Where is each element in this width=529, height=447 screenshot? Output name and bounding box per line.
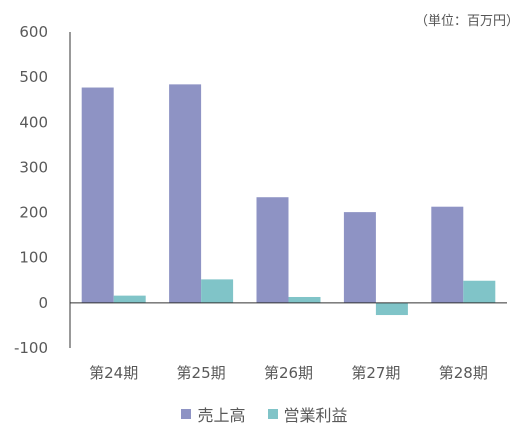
bar-operating-profit [463,280,496,303]
y-tick-label: 300 [19,158,48,176]
bar-sales [256,197,289,303]
legend-label-operating-profit: 営業利益 [283,406,348,425]
legend-swatch-sales [181,409,192,419]
legend: 売上高 営業利益 [0,402,529,426]
plot-area: -100 0 100 200 300 400 500 600 第24期 第25期 第26期 第27期 第… [14,23,507,382]
y-tick-label: 100 [19,249,48,267]
legend-item-operating-profit: 営業利益 [267,402,348,426]
y-tick-label: 600 [19,23,48,41]
bar-sales [431,206,464,303]
y-tick-label: 400 [19,113,48,131]
x-tick-label: 第24期 [89,364,138,382]
y-tick-label: 0 [38,294,48,312]
x-tick-label: 第26期 [264,364,313,382]
bar-operating-profit [288,296,321,303]
bar-operating-profit [201,279,234,303]
x-tick-label: 第25期 [177,364,226,382]
y-tick-label: -100 [14,339,48,357]
bar-sales [169,84,202,303]
legend-swatch-operating-profit [267,409,278,419]
x-tick-label: 第28期 [439,364,488,382]
y-tick-label: 500 [19,68,48,86]
bar-operating-profit [113,295,146,303]
x-tick-label: 第27期 [351,364,400,382]
unit-label: （単位：百万円） [414,14,519,29]
legend-label-sales: 売上高 [197,406,246,425]
y-tick-label: 200 [19,204,48,222]
legend-item-sales: 売上高 [181,402,246,426]
bar-operating-profit [375,302,408,316]
bar-sales [343,212,376,303]
bar-sales [81,87,114,303]
